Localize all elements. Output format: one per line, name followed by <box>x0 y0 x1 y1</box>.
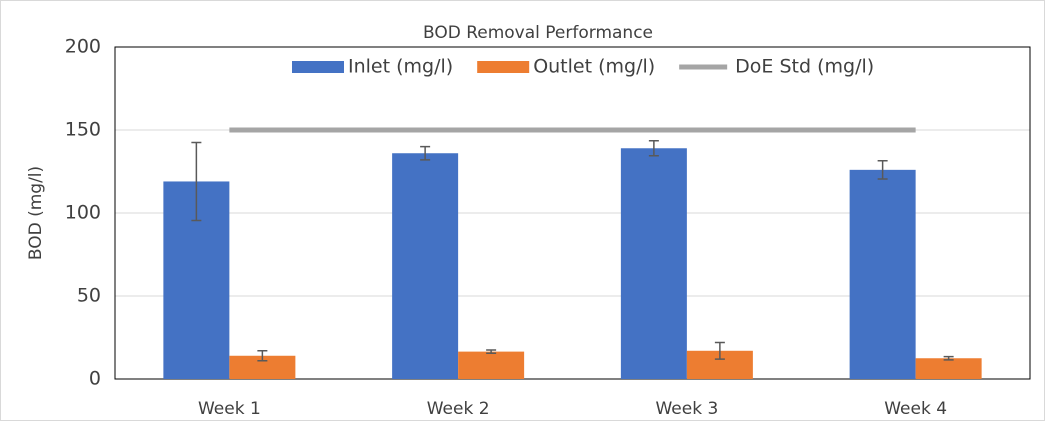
y-tick-label: 100 <box>65 202 101 224</box>
error-bar <box>486 349 497 355</box>
bar <box>392 153 459 379</box>
x-tick-label: Week 4 <box>884 399 947 419</box>
error-bar <box>714 341 725 360</box>
error-bar <box>191 141 202 222</box>
x-tick-label: Week 1 <box>198 399 261 419</box>
error-bar <box>648 140 659 157</box>
bar <box>229 355 296 379</box>
legend-label: Outlet (mg/l) <box>533 56 655 78</box>
bar <box>620 148 687 379</box>
bar <box>458 351 525 379</box>
legend-swatch <box>292 61 344 73</box>
legend-swatch <box>477 61 530 73</box>
error-bar <box>943 355 954 361</box>
error-bar <box>420 145 431 161</box>
error-bar <box>877 159 888 180</box>
bar <box>849 169 916 379</box>
y-tick-label: 50 <box>77 285 101 307</box>
legend-label: Inlet (mg/l) <box>348 56 453 78</box>
x-tick-label: Week 2 <box>427 399 490 419</box>
y-tick-label: 0 <box>89 368 101 390</box>
plot-border <box>114 46 1031 380</box>
bar <box>915 358 982 379</box>
y-tick-label: 200 <box>65 36 101 58</box>
error-bar <box>257 350 268 362</box>
y-tick-label: 150 <box>65 119 101 141</box>
x-tick-label: Week 3 <box>655 399 718 419</box>
chart-title: BOD Removal Performance <box>423 23 653 43</box>
legend-label: DoE Std (mg/l) <box>735 56 874 78</box>
y-axis-label: BOD (mg/l) <box>26 166 46 260</box>
